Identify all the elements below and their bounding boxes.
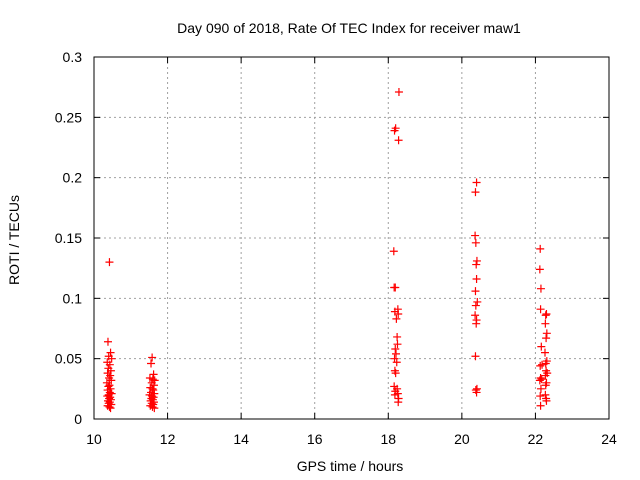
grid-lines xyxy=(94,57,609,419)
data-point xyxy=(542,310,551,319)
data-point xyxy=(472,319,481,328)
data-point xyxy=(107,376,116,385)
data-point xyxy=(394,87,403,96)
data-point xyxy=(391,369,400,378)
data-point xyxy=(149,370,158,379)
data-point xyxy=(393,332,402,341)
data-point xyxy=(390,390,399,399)
data-point xyxy=(107,354,116,363)
data-point xyxy=(535,265,544,274)
data-point xyxy=(471,188,480,197)
data-point xyxy=(536,305,545,314)
data-point xyxy=(535,376,544,385)
data-point xyxy=(471,311,480,320)
y-tick-label: 0.1 xyxy=(63,290,83,306)
y-tick-label: 0.3 xyxy=(63,49,83,65)
data-point xyxy=(391,345,400,354)
axis-ticks: 10 12 14 16 18 20 22 24 0 0.05 0.1 0.15 0.2 0.25 0.3 xyxy=(55,49,617,447)
data-point xyxy=(394,310,403,319)
data-point xyxy=(536,384,545,393)
data-point xyxy=(105,381,114,390)
data-point xyxy=(150,404,159,413)
data-point xyxy=(541,381,550,390)
data-point xyxy=(471,287,480,296)
data-point xyxy=(473,297,482,306)
data-point xyxy=(391,283,400,292)
data-point xyxy=(148,384,157,393)
x-tick-label: 22 xyxy=(528,431,544,447)
data-point xyxy=(394,136,403,145)
x-tick-label: 20 xyxy=(454,431,470,447)
data-point xyxy=(106,404,115,413)
data-point xyxy=(148,375,157,384)
x-axis-label: GPS time / hours xyxy=(297,458,404,474)
data-point xyxy=(471,238,480,247)
data-point xyxy=(394,398,403,407)
data-point xyxy=(472,178,481,187)
y-tick-label: 0.15 xyxy=(55,230,82,246)
data-points xyxy=(102,87,552,413)
data-point xyxy=(472,275,481,284)
y-tick-label: 0.25 xyxy=(55,109,82,125)
data-point xyxy=(471,231,480,240)
data-point xyxy=(148,402,157,411)
data-point xyxy=(471,301,480,310)
data-point xyxy=(392,358,401,367)
data-point xyxy=(542,334,551,343)
data-point xyxy=(472,260,481,269)
data-point xyxy=(390,126,399,135)
data-point xyxy=(541,319,550,328)
data-point xyxy=(103,337,112,346)
data-point xyxy=(536,401,545,410)
data-point xyxy=(105,360,114,369)
data-point xyxy=(392,314,401,323)
y-axis-label: ROTI / TECUs xyxy=(6,195,22,285)
data-point xyxy=(538,360,547,369)
data-point xyxy=(471,352,480,361)
data-point xyxy=(536,361,545,370)
data-point xyxy=(472,256,481,265)
data-point xyxy=(147,359,156,368)
data-point xyxy=(105,258,114,267)
data-point xyxy=(541,390,550,399)
x-tick-label: 14 xyxy=(233,431,249,447)
x-tick-label: 24 xyxy=(601,431,617,447)
y-tick-label: 0 xyxy=(74,411,82,427)
data-point xyxy=(389,247,398,256)
x-tick-label: 18 xyxy=(380,431,396,447)
data-point xyxy=(392,349,401,358)
data-point xyxy=(148,353,157,362)
data-point xyxy=(537,342,546,351)
data-point xyxy=(542,329,551,338)
data-point xyxy=(541,311,550,320)
data-point xyxy=(536,392,545,401)
y-tick-label: 0.2 xyxy=(63,170,83,186)
data-point xyxy=(536,244,545,253)
y-tick-label: 0.05 xyxy=(55,351,82,367)
data-point xyxy=(106,348,115,357)
data-point xyxy=(542,396,551,405)
chart-title: Day 090 of 2018, Rate Of TEC Index for r… xyxy=(177,20,521,36)
plot-frame xyxy=(93,56,610,420)
data-point xyxy=(105,402,114,411)
data-point xyxy=(472,388,481,397)
x-tick-label: 16 xyxy=(307,431,323,447)
data-point xyxy=(541,359,550,368)
data-point xyxy=(536,284,545,293)
data-point xyxy=(393,340,402,349)
data-point xyxy=(537,375,546,384)
x-tick-label: 10 xyxy=(86,431,102,447)
x-tick-label: 12 xyxy=(160,431,176,447)
data-point xyxy=(540,348,549,357)
data-point xyxy=(541,371,550,380)
